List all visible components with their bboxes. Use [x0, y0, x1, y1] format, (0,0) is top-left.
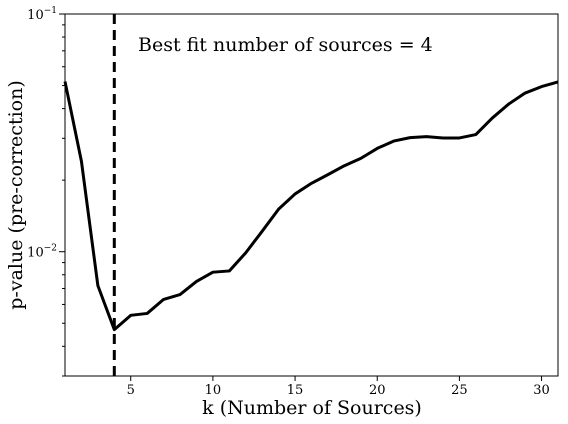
x-tick-label: 20 — [369, 383, 386, 398]
plot-layer — [63, 14, 559, 376]
x-tick-label: 5 — [127, 383, 135, 398]
x-tick-label: 10 — [205, 383, 222, 398]
y-axis-label: p-value (pre-correction) — [5, 80, 27, 310]
x-tick-label: 30 — [533, 383, 550, 398]
plot-frame — [64, 13, 559, 377]
best-fit-annotation: Best fit number of sources = 4 — [138, 34, 433, 56]
x-tick-label: 25 — [451, 383, 468, 398]
series-line-0 — [63, 80, 559, 332]
axis-ticks: 5 10 15 20 25 30 10−2 10−1 — [27, 6, 550, 398]
x-tick-label: 15 — [287, 383, 304, 398]
x-axis-label: k (Number of Sources) — [202, 397, 422, 419]
y-tick-label: 10−1 — [27, 6, 57, 23]
y-tick-label: 10−2 — [27, 244, 57, 261]
